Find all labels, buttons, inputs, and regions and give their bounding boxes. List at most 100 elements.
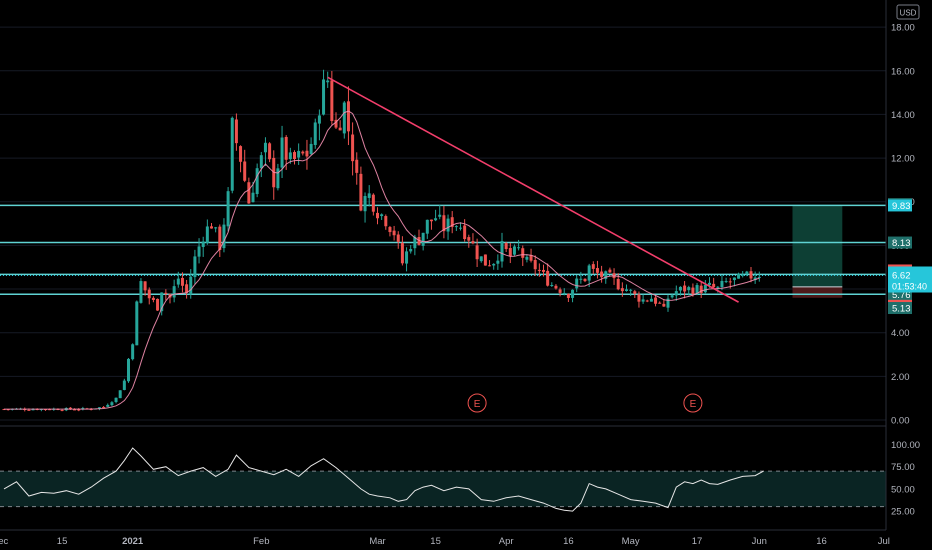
- time-tick: 16: [816, 536, 827, 547]
- candle-body: [251, 192, 255, 203]
- candle-body: [608, 269, 612, 273]
- candle-body: [284, 136, 288, 160]
- candle-body: [732, 277, 736, 281]
- candle-body: [189, 276, 193, 295]
- candle-body: [620, 288, 624, 292]
- candle-body: [691, 287, 695, 295]
- candle-body: [135, 301, 139, 346]
- candle-body: [380, 214, 384, 217]
- candle-body: [471, 241, 475, 244]
- candle-body: [151, 297, 155, 300]
- candle-body: [193, 256, 197, 278]
- candle-body: [753, 277, 757, 281]
- trendline[interactable]: [327, 76, 739, 303]
- candle-body: [139, 281, 143, 303]
- time-tick: Feb: [253, 536, 269, 547]
- candle-body: [384, 216, 388, 227]
- candle-body: [595, 268, 599, 273]
- stop-zone[interactable]: [792, 286, 843, 298]
- time-tick: Jul: [878, 536, 890, 547]
- candle-body: [268, 143, 272, 160]
- candle-body: [442, 215, 446, 232]
- candle-body: [463, 225, 467, 240]
- profit-zone[interactable]: [792, 205, 843, 287]
- candle-body: [678, 286, 682, 291]
- price-axis[interactable]: USD0.002.004.006.008.0010.0012.0014.0016…: [885, 0, 932, 530]
- candle-body: [670, 295, 674, 298]
- candle-body: [31, 409, 35, 411]
- candle-body: [504, 243, 508, 250]
- candle-body: [114, 397, 118, 402]
- candle-body: [326, 80, 330, 83]
- candle-body: [342, 102, 346, 134]
- candle-body: [604, 271, 608, 279]
- candle-body: [558, 289, 562, 293]
- candle-body: [110, 402, 114, 406]
- rsi-line: [3, 447, 764, 512]
- candle-body: [214, 227, 218, 229]
- candle-body: [201, 241, 205, 248]
- candle-body: [454, 226, 458, 228]
- candle-body: [334, 119, 338, 128]
- candle-body: [338, 127, 342, 131]
- candle-body: [716, 286, 720, 288]
- candle-body: [575, 278, 579, 289]
- price-tick: 0.00: [891, 416, 910, 427]
- candle-body: [496, 260, 500, 264]
- candle-body: [579, 278, 583, 280]
- candle-body: [288, 152, 292, 160]
- candle-body: [309, 143, 313, 155]
- time-tick: 2021: [122, 536, 144, 547]
- candle-body: [708, 282, 711, 285]
- candle-body: [467, 237, 471, 241]
- candle-body: [230, 117, 234, 191]
- candle-body: [346, 101, 350, 132]
- candle-body: [546, 270, 550, 286]
- candle-body: [434, 218, 438, 221]
- candle-body: [172, 286, 176, 298]
- ma-line: [4, 110, 760, 410]
- candle-body: [388, 227, 392, 233]
- earnings-marker[interactable]: [683, 393, 703, 413]
- candle-body: [508, 248, 512, 257]
- price-label: 8.13: [892, 238, 911, 249]
- candle-body: [683, 285, 687, 292]
- candle-body: [367, 193, 371, 198]
- candle-body: [699, 285, 703, 293]
- currency-badge[interactable]: [896, 4, 920, 20]
- rsi-panel: [0, 447, 886, 512]
- candle-body: [293, 152, 296, 160]
- candle-body: [658, 302, 662, 304]
- candle-body: [591, 264, 595, 269]
- candle-body: [164, 292, 168, 295]
- rsi-tick: 25.00: [891, 507, 915, 518]
- candle-body: [674, 291, 678, 296]
- candle-body: [425, 219, 429, 234]
- candle-body: [297, 150, 301, 158]
- time-tick: 15: [430, 536, 441, 547]
- time-axis[interactable]: Dec 15 2021 Feb Mar 15 Apr 16 May 17 Jun 16 Jul: [0, 529, 890, 547]
- candle-body: [131, 344, 135, 360]
- candle-body: [417, 237, 421, 245]
- candle-body: [483, 254, 487, 266]
- candle-body: [392, 230, 396, 236]
- trendline-line[interactable]: [327, 76, 739, 303]
- candle-body: [637, 294, 641, 302]
- last-price-box: [888, 266, 932, 293]
- rsi-tick: 75.00: [891, 462, 915, 473]
- candle-body: [712, 283, 716, 288]
- time-tick: Jun: [752, 536, 767, 547]
- long-position-box[interactable]: [792, 205, 843, 298]
- price-label-box: [888, 199, 912, 212]
- candle-body: [6, 409, 10, 411]
- candle-body: [247, 182, 251, 204]
- candle-body: [73, 409, 77, 411]
- price-label: 5.13: [892, 304, 911, 315]
- candle-body: [757, 276, 761, 278]
- time-tick: 16: [563, 536, 574, 547]
- earnings-marker[interactable]: [467, 393, 487, 413]
- time-tick: Dec: [0, 536, 9, 547]
- candle-body: [429, 219, 433, 222]
